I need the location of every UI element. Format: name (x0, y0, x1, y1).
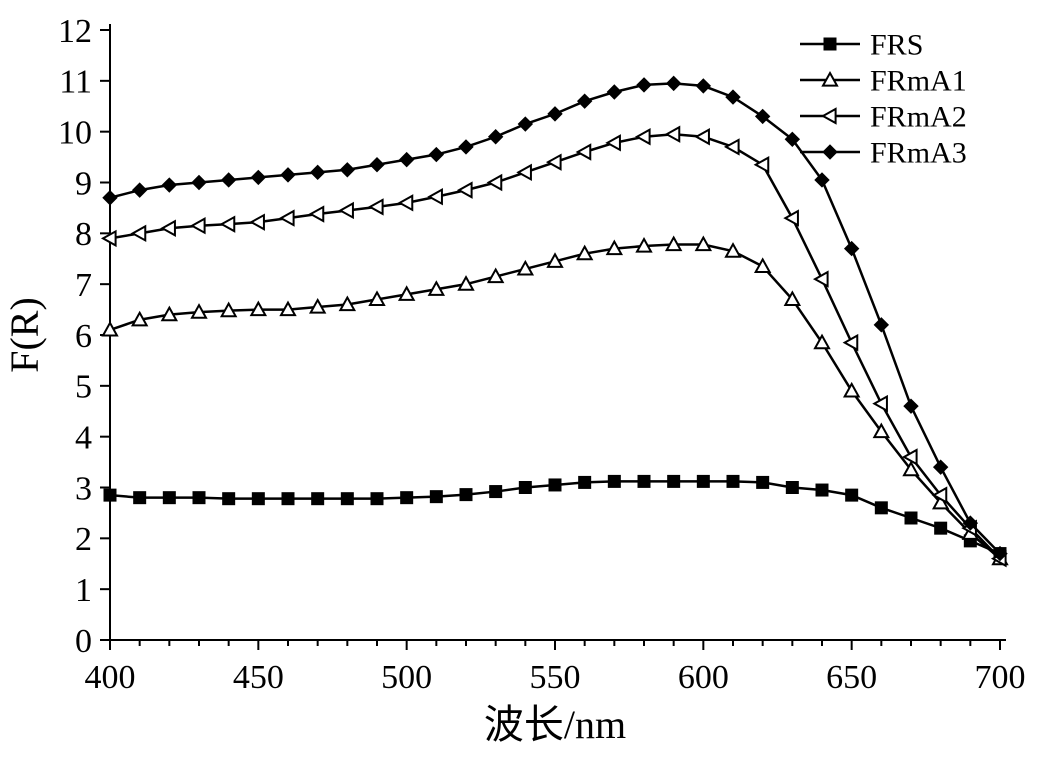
svg-text:0: 0 (75, 623, 92, 660)
svg-text:9: 9 (75, 165, 92, 202)
x-axis-label: 波长/nm (484, 702, 626, 747)
svg-text:650: 650 (826, 659, 877, 696)
svg-text:8: 8 (75, 216, 92, 253)
svg-text:11: 11 (59, 64, 92, 101)
svg-text:700: 700 (975, 659, 1026, 696)
svg-text:10: 10 (58, 115, 92, 152)
svg-text:2: 2 (75, 521, 92, 558)
y-axis-label: F(R) (2, 297, 47, 373)
legend-label-FRS: FRS (870, 29, 923, 62)
svg-text:1: 1 (75, 572, 92, 609)
svg-text:400: 400 (85, 659, 136, 696)
svg-text:550: 550 (530, 659, 581, 696)
svg-text:5: 5 (75, 369, 92, 406)
legend-label-FRmA2: FRmA2 (870, 101, 967, 134)
svg-text:3: 3 (75, 470, 92, 507)
chart-container: 4004505005506006507000123456789101112波长/… (0, 0, 1040, 768)
svg-text:12: 12 (58, 13, 92, 50)
chart-svg: 4004505005506006507000123456789101112波长/… (0, 0, 1040, 768)
svg-text:600: 600 (678, 659, 729, 696)
svg-text:4: 4 (75, 420, 92, 457)
svg-text:500: 500 (381, 659, 432, 696)
legend-label-FRmA1: FRmA1 (870, 65, 967, 98)
svg-text:450: 450 (233, 659, 284, 696)
svg-text:7: 7 (75, 267, 92, 304)
svg-text:6: 6 (75, 318, 92, 355)
legend-label-FRmA3: FRmA3 (870, 137, 967, 170)
